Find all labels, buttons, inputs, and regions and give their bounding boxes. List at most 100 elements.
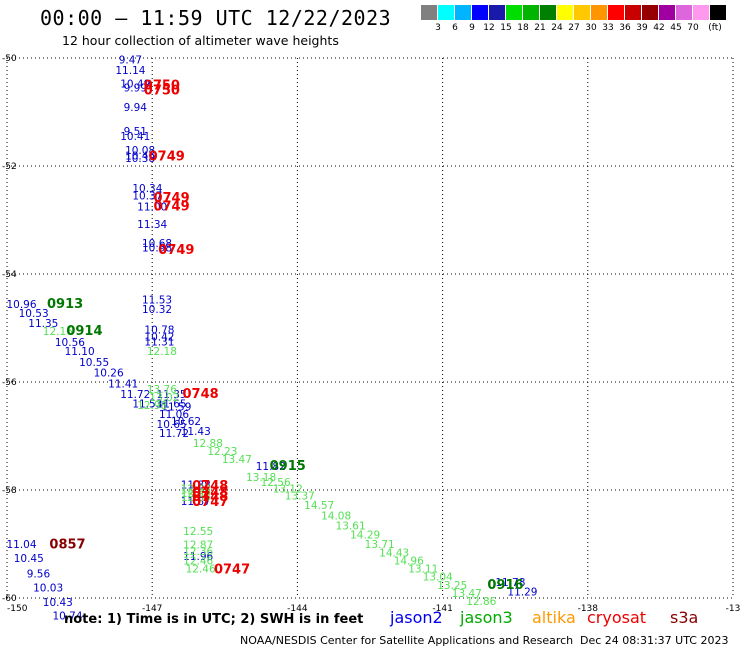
wave-height-label: 12.98 — [181, 484, 211, 496]
pass-time-label: 0916 — [487, 578, 523, 593]
wave-height-label: 12.85 — [181, 492, 211, 504]
wave-height-label: 10.62 — [171, 416, 201, 428]
wave-height-label: 9.51 — [124, 126, 147, 138]
color-swatch — [676, 5, 693, 20]
grid-lines — [6, 57, 734, 599]
wave-height-label: 13.71 — [365, 539, 395, 551]
pass-time-label: 0750 — [144, 84, 180, 99]
color-swatch-label: 15 — [500, 23, 512, 33]
wave-height-label: 14.57 — [304, 500, 334, 512]
legend-item-jason2: jason2 — [390, 608, 443, 627]
pass-time-label: 0749 — [158, 243, 194, 258]
wave-height-label: 12.88 — [193, 438, 223, 450]
wave-height-label: 10.43 — [43, 597, 73, 609]
wave-height-label: 10.55 — [79, 357, 109, 369]
wave-height-label: 10.34 — [132, 183, 162, 195]
color-swatch-label: 27 — [568, 23, 580, 33]
color-swatch-label: 18 — [517, 23, 529, 33]
wave-height-label: 10.78 — [144, 324, 174, 336]
legend-item-altika: altika — [532, 608, 576, 627]
wave-height-label: 12.87 — [183, 539, 213, 551]
wave-height-label: 9.47 — [119, 54, 142, 66]
wave-height-label: 11.96 — [183, 551, 213, 563]
wave-height-label: 12.86 — [466, 596, 496, 608]
y-tick-label: -58 — [2, 486, 17, 496]
wave-height-label: 11.78 — [495, 577, 525, 589]
pass-time-label: 0748 — [192, 479, 228, 494]
wave-height-label: 10.32 — [142, 304, 172, 316]
color-swatch — [625, 5, 642, 20]
wave-height-label: 12.18 — [147, 346, 177, 358]
color-swatch — [642, 5, 659, 20]
wave-height-label: 10.53 — [19, 308, 49, 320]
wave-height-label: 9.56 — [27, 568, 51, 580]
wave-height-label: 10.74 — [52, 611, 82, 623]
wave-height-label: 11.29 — [507, 586, 537, 598]
wave-height-label: 11.00 — [137, 201, 167, 213]
x-tick-label: -147 — [142, 604, 162, 614]
wave-height-label: 14.29 — [350, 530, 380, 542]
wave-height-label: 10.38 — [125, 153, 155, 165]
pass-time-label: 0747 — [214, 563, 250, 578]
wave-height-label: 10.45 — [14, 553, 44, 565]
wave-height-label: 13.76 — [147, 384, 177, 396]
y-tick-label: -52 — [2, 162, 17, 172]
wave-height-label: 12.23 — [207, 446, 237, 458]
wave-height-label: 11.72 — [120, 389, 150, 401]
color-swatch — [421, 5, 438, 20]
pass-time-label: 0750 — [144, 78, 180, 93]
wave-height-label: 13.11 — [408, 564, 438, 576]
color-swatch-label: 70 — [687, 23, 699, 33]
wave-height-label: 13.18 — [246, 472, 276, 484]
color-swatch-label: 42 — [653, 23, 665, 33]
color-swatch — [591, 5, 608, 20]
wave-height-label: 11.34 — [137, 219, 167, 231]
wave-height-label: 12.56 — [261, 477, 291, 489]
color-swatch-label: 12 — [483, 23, 495, 33]
wave-height-label: 13.02 — [149, 392, 179, 404]
pass-time-label: 0913 — [47, 297, 83, 312]
wave-height-label: 10.96 — [6, 299, 36, 311]
wave-height-label: 10.41 — [120, 131, 150, 143]
wave-height-label: 11.10 — [65, 346, 95, 358]
pass-time-label: 0749 — [153, 199, 189, 214]
generated-timestamp: Dec 24 08:31:37 UTC 2023 — [580, 634, 729, 647]
wave-height-label: 13.25 — [437, 580, 467, 592]
wave-height-label: 12.99 — [181, 488, 211, 500]
color-swatch — [489, 5, 506, 20]
color-swatch — [455, 5, 472, 20]
wave-height-labels: 9.4711.1410.499.999.949.5110.4110.0810.4… — [6, 54, 537, 622]
y-tick-label: -54 — [2, 270, 17, 280]
color-swatch-label: 9 — [469, 23, 475, 33]
pass-time-label: 0748 — [192, 485, 228, 500]
wave-height-label: 11.88 — [181, 479, 211, 491]
x-tick-label: -13 — [726, 604, 740, 614]
color-swatch-label: 24 — [551, 23, 563, 33]
wave-height-label: 10.98 — [142, 242, 172, 254]
color-swatch — [574, 5, 591, 20]
y-tick-label: -60 — [2, 594, 17, 604]
wave-height-label: 13.04 — [423, 572, 453, 584]
wave-height-label: 14.43 — [379, 547, 409, 559]
color-swatch-label: 30 — [585, 23, 597, 33]
color-swatch — [710, 5, 727, 20]
wave-height-label: 10.46 — [125, 151, 155, 163]
wave-height-label: 13.61 — [336, 520, 366, 532]
color-swatch-label: 39 — [636, 23, 648, 33]
color-swatch — [540, 5, 557, 20]
wave-height-label: 10.56 — [55, 337, 85, 349]
wave-height-label: 12.55 — [183, 526, 213, 538]
wave-height-label: 9.99 — [124, 82, 147, 94]
color-swatch-label: 21 — [534, 23, 546, 33]
wave-height-label: 11.53 — [132, 398, 162, 410]
wave-height-label: 11.53 — [142, 295, 172, 307]
color-scale-unit: (ft) — [708, 23, 722, 33]
wave-height-label: 11.14 — [115, 65, 145, 77]
wave-height-label: 11.41 — [108, 378, 138, 390]
wave-height-label: 11.87 — [181, 496, 211, 508]
wave-height-label: 10.03 — [33, 583, 63, 595]
wave-height-label: 12.98 — [137, 400, 167, 412]
wave-height-label: 11.31 — [144, 336, 174, 348]
wave-height-label: 12.46 — [186, 564, 216, 576]
x-tick-label: -144 — [287, 604, 308, 614]
